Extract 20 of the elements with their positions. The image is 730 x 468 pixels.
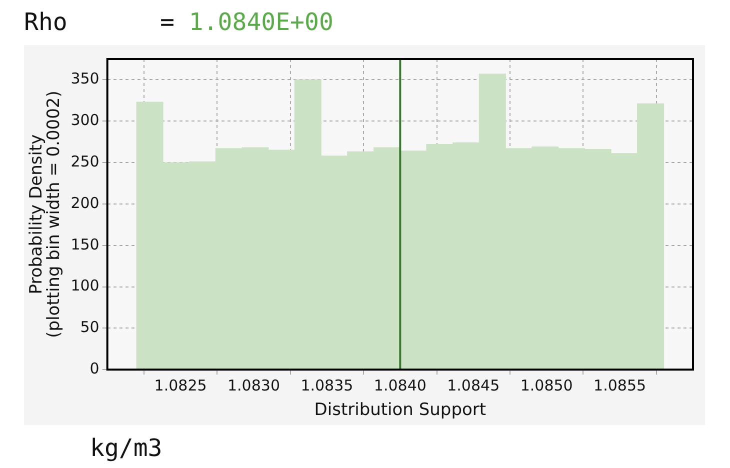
y-tick-label: 0	[90, 359, 100, 378]
y-tick-label: 350	[70, 70, 100, 88]
x-axis-title: Distribution Support	[314, 400, 486, 420]
y-axis-title: Probability Density (plotting bin width = 0.0002)	[26, 90, 64, 338]
y-tick-label: 100	[70, 276, 100, 295]
y-tick-label: 300	[70, 111, 100, 130]
y-tick-label: 200	[70, 194, 100, 212]
y-tick-label: 250	[70, 152, 100, 170]
x-tick-label: 1.0825	[154, 376, 207, 394]
x-tick-label: 1.0840	[374, 376, 426, 394]
x-tick-label: 1.0830	[228, 376, 280, 394]
x-tick-label: 1.0835	[300, 376, 354, 394]
y-tick-label: 150	[70, 235, 100, 254]
y-tick-label: 50	[80, 318, 100, 336]
text: = 1.0840E+00	[160, 8, 334, 36]
text: kg/m3	[90, 434, 162, 462]
x-tick-label: 1.0845	[447, 376, 500, 394]
text: Rho	[24, 8, 68, 36]
x-tick-label: 1.0850	[520, 376, 573, 394]
x-tick-label: 1.0855	[594, 376, 646, 394]
